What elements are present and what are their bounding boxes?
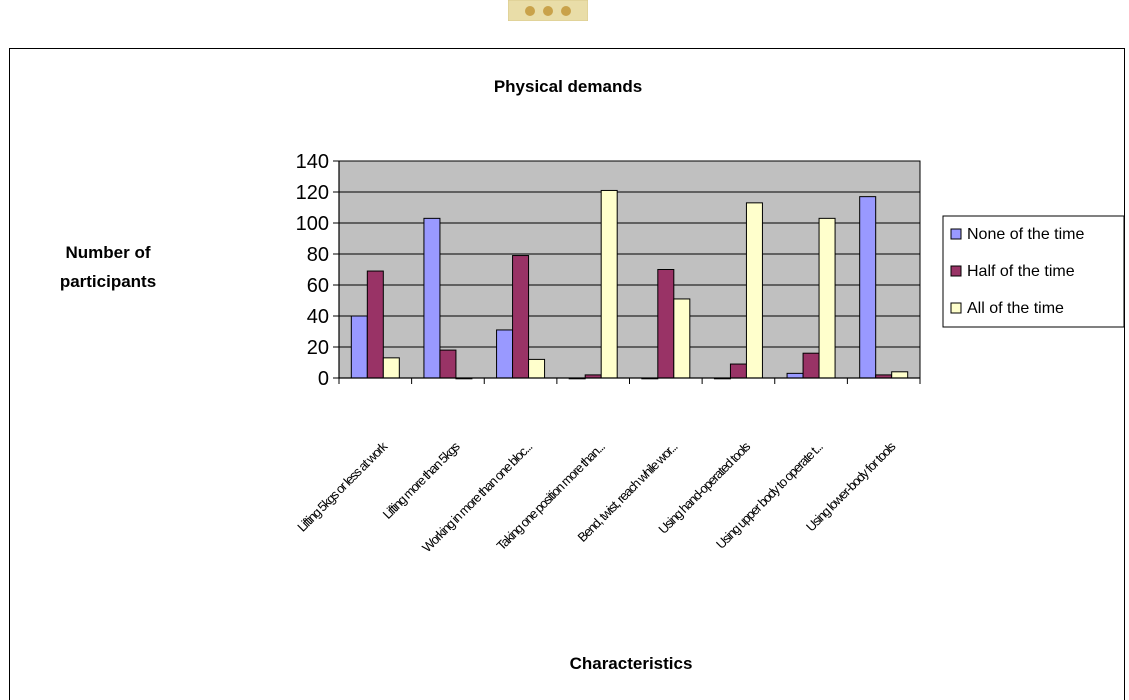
legend-label: Half of the time [967, 263, 1075, 280]
legend-label: All of the time [967, 300, 1064, 317]
legend-label: None of the time [967, 226, 1085, 243]
x-tick-label: Lifting more than 5kgs [380, 438, 464, 522]
legend-swatch [950, 265, 962, 277]
logo-image [508, 0, 588, 21]
bars [350, 189, 909, 380]
bar-all [891, 371, 909, 379]
chart-title: Physical demands [494, 77, 642, 96]
y-tick-label: 40 [307, 306, 329, 328]
y-tick-label: 80 [307, 244, 329, 266]
legend: None of the time Half of the time All of t… [950, 226, 1085, 317]
bar-none [859, 196, 877, 379]
y-tick-label: 100 [296, 213, 329, 235]
bar-none [350, 315, 368, 379]
bar-half [366, 270, 384, 379]
legend-swatch [950, 228, 962, 240]
y-tick-label: 20 [307, 337, 329, 359]
y-tick-label: 120 [296, 182, 329, 204]
x-tick-label: Lifting 5kgs or less at work [294, 438, 390, 534]
y-axis-title-line2: participants [60, 272, 156, 291]
bar-none [496, 329, 514, 379]
bar-all [745, 202, 763, 379]
y-tick-label: 140 [296, 151, 329, 173]
y-axis-title-line1: Number of [66, 243, 151, 262]
y-tick-labels: 0 20 40 60 80 100 120 140 [296, 151, 329, 390]
bar-all [673, 298, 691, 379]
bar-none [423, 217, 441, 379]
y-tick-label: 60 [307, 275, 329, 297]
bar-none [786, 372, 804, 379]
bar-all [528, 358, 546, 379]
chart-frame [9, 48, 1125, 700]
bar-all [382, 357, 400, 379]
bar-half [802, 352, 820, 379]
bar-half [657, 269, 675, 379]
legend-box [942, 215, 1125, 328]
bar-all [818, 217, 836, 379]
axes [333, 160, 921, 384]
bar-half [729, 363, 747, 379]
bar-half [439, 349, 457, 379]
y-tick-label: 0 [318, 368, 329, 390]
x-axis-title: Characteristics [570, 654, 693, 673]
bar-half [512, 255, 530, 379]
legend-swatch [950, 302, 962, 314]
bar-all [600, 189, 618, 379]
